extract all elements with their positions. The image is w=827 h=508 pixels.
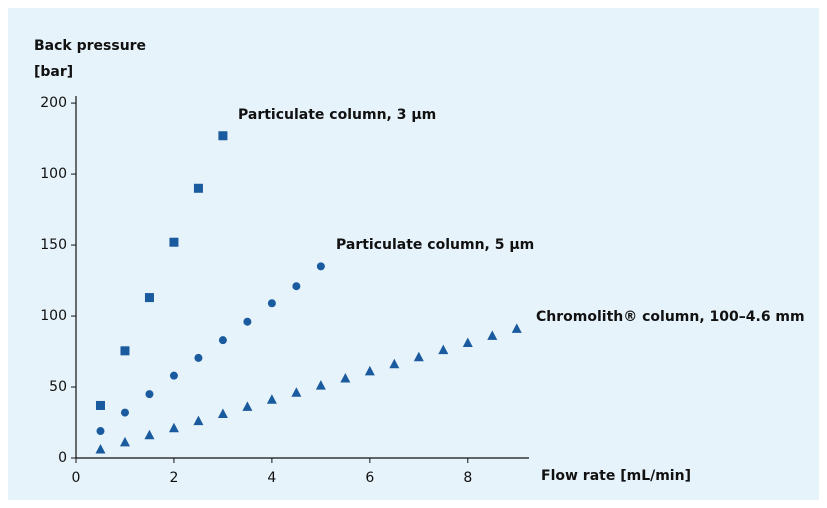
data-point (364, 365, 375, 376)
y-tick-label: 50 (49, 379, 67, 395)
data-point (144, 293, 154, 303)
data-point (315, 380, 326, 390)
data-point (438, 344, 449, 355)
data-point (218, 131, 228, 141)
data-point (145, 390, 154, 399)
y-axis-label: [bar] (34, 64, 73, 80)
data-point (340, 373, 351, 383)
y-tick-label: 200 (40, 95, 67, 111)
y-tick-label: 150 (40, 237, 67, 253)
data-point (120, 346, 130, 356)
data-point (511, 323, 522, 333)
series-label: Chromolith® column, 100–4.6 mm (536, 309, 805, 325)
y-axis-label: Back pressure (34, 38, 146, 54)
x-tick-label: 8 (463, 470, 472, 486)
y-tick-label: 100 (40, 308, 67, 324)
data-point (292, 282, 301, 291)
data-point (217, 408, 228, 418)
data-point (193, 183, 203, 193)
data-point (462, 337, 473, 348)
data-point (120, 408, 129, 417)
x-tick-label: 2 (169, 470, 178, 486)
data-point (266, 394, 277, 404)
x-axis-label: Flow rate [mL/min] (541, 468, 691, 484)
x-tick-label: 0 (72, 470, 81, 486)
data-point (119, 436, 130, 447)
data-point (95, 443, 106, 454)
data-point (168, 422, 179, 433)
data-point (169, 371, 178, 380)
series-label: Particulate column, 5 µm (336, 237, 534, 253)
data-point (243, 317, 252, 326)
data-point (169, 237, 179, 247)
background (8, 8, 819, 500)
data-point (218, 336, 227, 345)
data-point (389, 358, 400, 369)
data-point (144, 429, 155, 440)
y-tick-label: 100 (40, 166, 67, 182)
data-point (291, 387, 302, 397)
x-tick-label: 4 (267, 470, 276, 486)
x-tick-label: 6 (365, 470, 374, 486)
data-point (193, 415, 204, 426)
data-point (413, 351, 424, 362)
data-point (267, 299, 276, 308)
data-point (487, 330, 498, 340)
data-point (96, 427, 105, 436)
data-point (316, 262, 325, 271)
data-point (194, 353, 203, 362)
data-point (95, 400, 105, 410)
y-tick-label: 0 (58, 450, 67, 466)
data-point (242, 401, 253, 411)
series-label: Particulate column, 3 µm (238, 107, 436, 123)
